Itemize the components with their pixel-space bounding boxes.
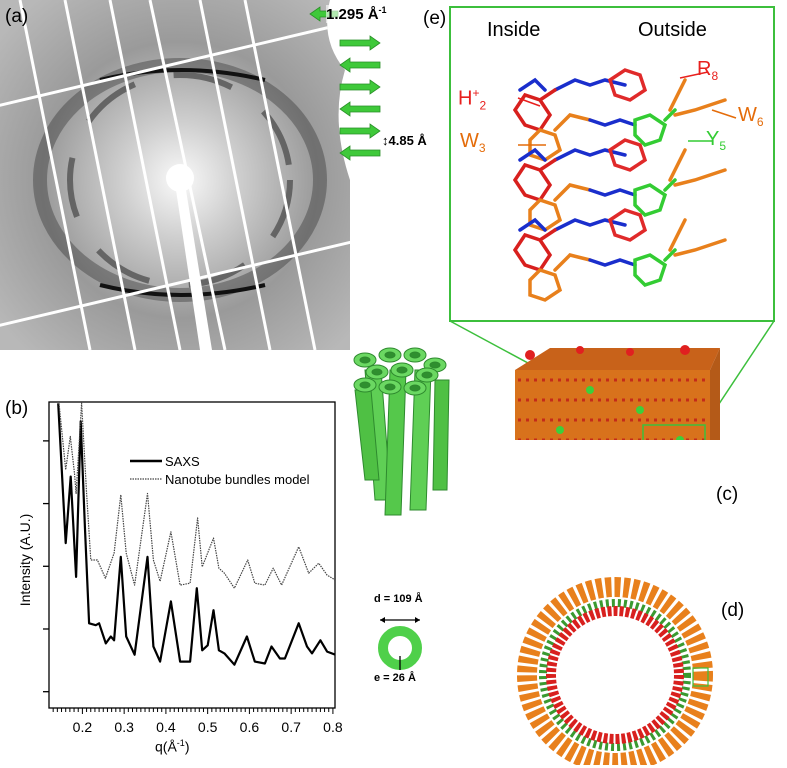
spacing-unit-sup: -1 (378, 5, 387, 15)
x-tick-label: 0.6 (240, 719, 260, 735)
spacing-label-1: 1.295 Å-1 (326, 5, 387, 23)
inside-label: Inside (487, 19, 541, 41)
legend-label-model: Nanotube bundles model (165, 472, 310, 487)
panel-a-diffraction-image (0, 0, 381, 350)
tube-diameter-label: d = 109 Å (374, 593, 423, 605)
residue-sub: 5 (719, 139, 727, 153)
y-axis-label: Intensity (A.U.) (17, 513, 33, 607)
residue-label-y5: Y5 (706, 128, 726, 153)
panel-a-label: (a) (5, 6, 29, 27)
saxs-chart: 0.2 0.3 0.4 0.5 0.6 0.7 0.8 SAXS Nanotube bund… (43, 401, 343, 735)
residue-name: R (697, 58, 712, 80)
panel-b-label: (b) (5, 398, 29, 419)
residue-name: W (460, 130, 479, 152)
residue-sub: 6 (756, 115, 764, 129)
series-line-model (58, 402, 335, 589)
legend-label-saxs: SAXS (165, 454, 200, 469)
residue-label-r8: R8 (697, 58, 718, 83)
x-axis-label-text: q(Å (155, 738, 177, 755)
series-line-saxs (57, 403, 335, 666)
panel-c-molecular-block (515, 345, 720, 440)
residue-name: W (738, 104, 757, 126)
panel-c-label: (c) (716, 484, 739, 505)
panel-e-label: (e) (423, 8, 447, 29)
x-axis-label-sup: -1 (176, 738, 185, 748)
x-tick-label: 0.4 (156, 719, 176, 735)
panel-d-label: (d) (721, 600, 745, 621)
residue-sub: 2 (479, 98, 487, 113)
spacing-value-2: 4.85 Å (388, 133, 427, 148)
tube-thickness-label: e = 26 Å (374, 672, 416, 684)
residue-name: H (458, 87, 473, 110)
tube-cross-section (378, 617, 422, 670)
x-tick-label: 0.3 (114, 719, 134, 735)
outside-label: Outside (638, 19, 707, 41)
spacing-value-1: 1.295 Å (326, 6, 379, 23)
residue-sub: 8 (711, 69, 719, 83)
x-tick-label: 0.2 (73, 719, 93, 735)
plot-frame (48, 401, 336, 709)
residue-sup: + (472, 86, 480, 100)
x-tick-label: 0.7 (281, 719, 301, 735)
spacing-label-2: ↕4.85 Å (382, 133, 427, 148)
x-axis-label: q(Å-1) (155, 738, 189, 755)
panel-e-molecular-structure (449, 6, 775, 440)
x-tick-label: 0.8 (323, 719, 343, 735)
residue-label-h2: H+2 (458, 86, 486, 113)
residue-sub: 3 (478, 141, 486, 155)
nanotube-bundle-illustration (353, 347, 450, 670)
residue-name: Y (706, 128, 720, 150)
panel-d-nanotube-ring (517, 577, 713, 765)
residue-label-w3: W3 (460, 130, 486, 155)
residue-label-w6: W6 (738, 104, 764, 129)
x-tick-label: 0.5 (198, 719, 218, 735)
x-axis-label-close: ) (184, 738, 190, 755)
